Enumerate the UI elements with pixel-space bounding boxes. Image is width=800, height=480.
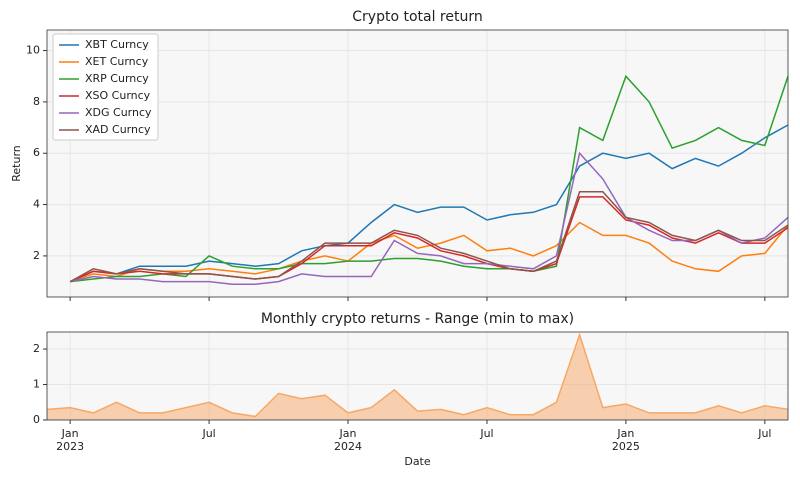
x-tick-label: Jan 2023 xyxy=(56,427,84,453)
series-line xyxy=(70,151,789,285)
series-line xyxy=(69,221,789,283)
y-tick-label: 2 xyxy=(33,342,40,355)
y-tick-label: 10 xyxy=(26,44,40,57)
series-line xyxy=(70,74,789,283)
y-tick-label: 8 xyxy=(33,95,40,108)
chart-title: Monthly crypto returns - Range (min to m… xyxy=(261,311,574,327)
legend-box xyxy=(52,33,159,141)
legend-label: XAD Curncy xyxy=(85,123,151,136)
area-fill xyxy=(47,334,788,420)
y-tick-label: 4 xyxy=(33,198,40,211)
y-tick-label: 1 xyxy=(33,378,40,391)
y-tick-label: 0 xyxy=(33,413,40,426)
series-line xyxy=(69,124,789,283)
x-tick-label: Jul xyxy=(479,427,493,440)
legend-label: XET Curncy xyxy=(85,55,149,68)
chart-title: Crypto total return xyxy=(352,9,482,25)
area-line xyxy=(46,332,789,418)
y-tick-label: 6 xyxy=(33,146,40,159)
legend-label: XSO Curncy xyxy=(85,89,151,102)
plot-frame xyxy=(46,29,789,298)
series-line xyxy=(69,190,789,283)
legend: XBT Curncy XET Curncy XRP Curncy XSO Curncy… xyxy=(52,33,159,141)
y-tick-label: 2 xyxy=(33,249,40,262)
plot-background xyxy=(47,332,788,420)
plot-frame xyxy=(46,331,789,421)
x-axis-label: Date xyxy=(404,455,431,468)
y-axis-label: Return xyxy=(10,145,23,182)
x-tick-label: Jan 2025 xyxy=(612,427,640,453)
legend-label: XRP Curncy xyxy=(85,72,149,85)
x-tick-label: Jul xyxy=(757,427,771,440)
x-tick-label: Jul xyxy=(201,427,215,440)
x-tick-label: Jan 2024 xyxy=(334,427,362,453)
legend-label: XDG Curncy xyxy=(85,106,152,119)
legend-label: XBT Curncy xyxy=(85,38,149,51)
